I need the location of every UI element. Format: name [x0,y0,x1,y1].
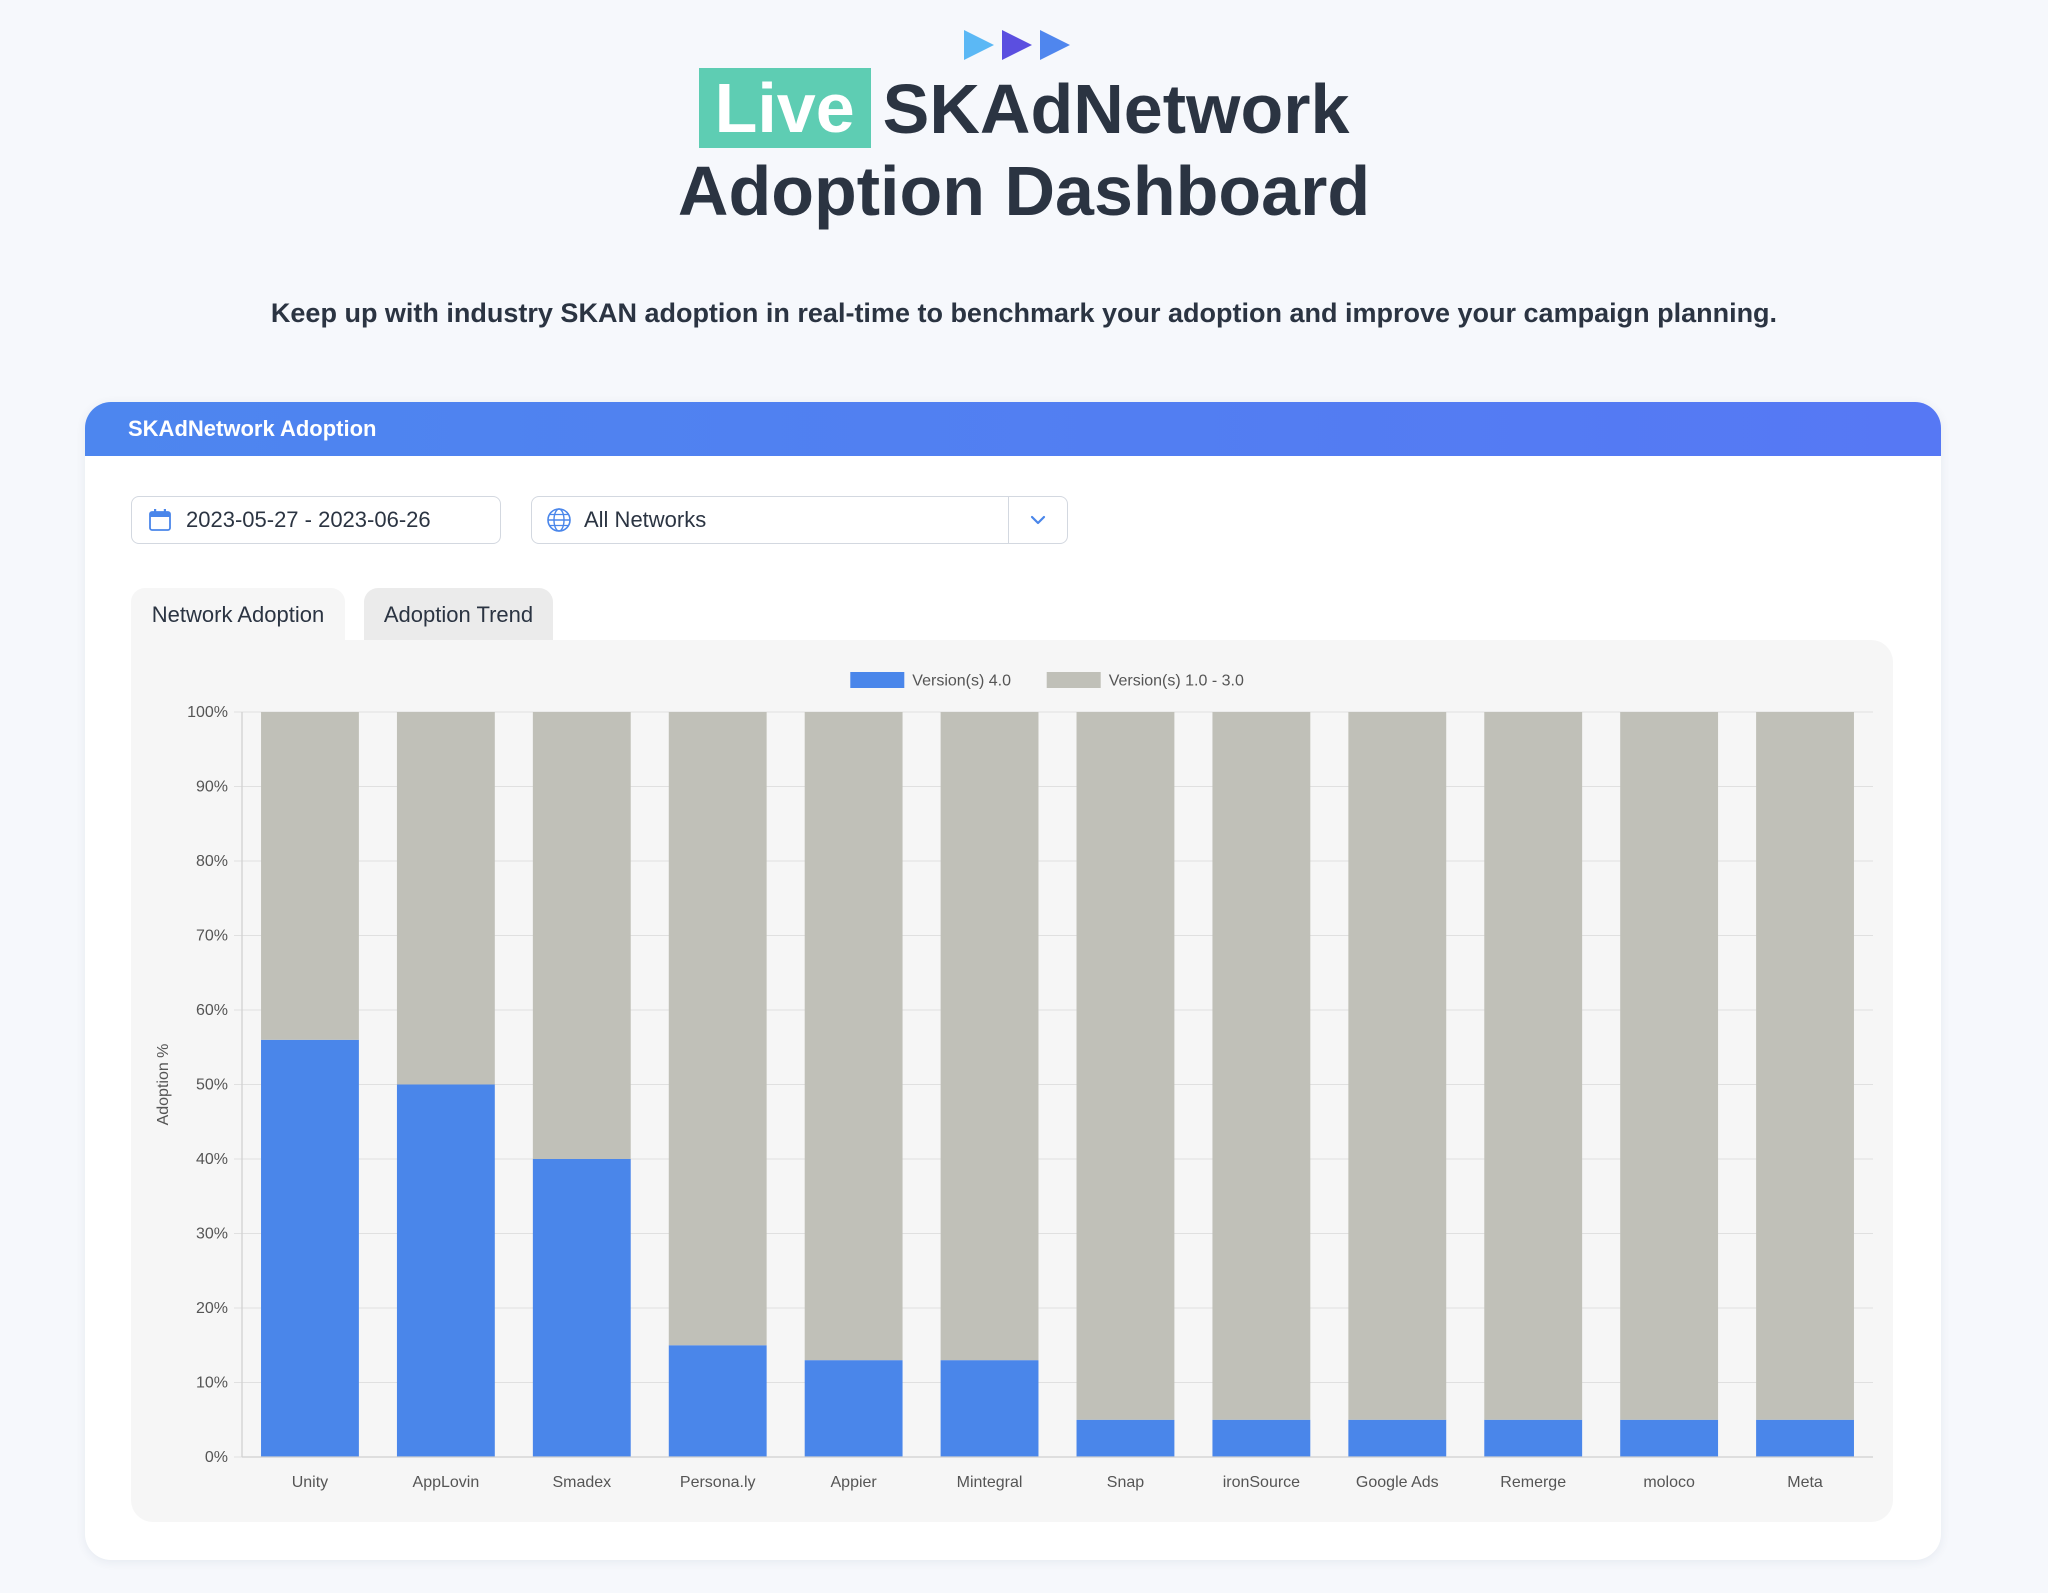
bar-meta-series-2[interactable] [1756,712,1854,1420]
y-tick-label: 30% [196,1226,228,1243]
bar-google-ads-series-1[interactable] [1348,1419,1447,1457]
x-tick-label: Appier [831,1474,878,1491]
y-tick-label: 10% [196,1375,228,1392]
bar-remerge-series-2[interactable] [1484,712,1583,1420]
calendar-icon [149,509,171,531]
page-subtitle: Keep up with industry SKAN adoption in r… [270,298,1778,328]
y-tick-label: 50% [196,1077,228,1094]
y-tick-label: 90% [196,779,228,796]
tab-adoption-trend[interactable]: Adoption Trend [364,588,553,642]
bar-appier-series-2[interactable] [804,712,903,1361]
legend-label[interactable]: Version(s) 1.0 - 3.0 [1109,673,1244,690]
bar-persona-ly-series-1[interactable] [668,1345,767,1457]
legend-label[interactable]: Version(s) 4.0 [912,673,1011,690]
x-tick-label: Snap [1107,1474,1144,1491]
legend-swatch[interactable] [850,672,905,688]
bar-remerge-series-1[interactable] [1484,1419,1583,1457]
bar-applovin-series-2[interactable] [396,712,495,1085]
x-tick-label: Meta [1787,1474,1823,1491]
bar-google-ads-series-2[interactable] [1348,712,1447,1420]
bar-persona-ly-series-2[interactable] [668,712,767,1346]
play-arrows-icon [964,30,1070,60]
x-tick-label: Persona.ly [680,1474,756,1491]
live-badge: Live [698,68,871,148]
network-select[interactable]: All Networks [531,496,1068,544]
y-axis-title: Adoption % [155,1044,172,1126]
y-tick-label: 80% [196,853,228,870]
y-tick-label: 100% [187,704,228,721]
x-tick-label: Mintegral [957,1474,1023,1491]
adoption-card: SKAdNetwork Adoption 2023-05-27 - 2023-0… [85,402,1941,1560]
tab-network-adoption[interactable]: Network Adoption [131,588,345,642]
date-range-value: 2023-05-27 - 2023-06-26 [186,507,431,532]
bar-meta-series-1[interactable] [1756,1419,1854,1457]
adoption-chart: 0% 10% 20% 30% 40% 50% 60% 70% 80% 90% 100% Adoptio… [155,672,1873,1491]
bar-ironsource-series-1[interactable] [1212,1419,1311,1457]
card-header-title: SKAdNetwork Adoption [85,402,1941,456]
date-range-picker[interactable]: 2023-05-27 - 2023-06-26 [131,496,501,544]
bar-snap-series-2[interactable] [1076,712,1175,1420]
bar-mintegral-series-2[interactable] [940,712,1039,1361]
y-tick-label: 20% [196,1300,228,1317]
bar-applovin-series-1[interactable] [396,1084,495,1458]
bar-unity-series-1[interactable] [261,1039,359,1457]
y-tick-label: 70% [196,928,228,945]
y-tick-label: 0% [205,1449,228,1466]
chart-panel: 0% 10% 20% 30% 40% 50% 60% 70% 80% 90% 100% Adoptio… [131,640,1893,1522]
bar-moloco-series-2[interactable] [1620,712,1719,1420]
bar-unity-series-2[interactable] [261,712,359,1040]
x-tick-label: moloco [1643,1474,1695,1491]
globe-icon [547,508,571,532]
bar-smadex-series-1[interactable] [532,1159,631,1457]
bar-ironsource-series-2[interactable] [1212,712,1311,1420]
page-title: Live SKAdNetwork [0,68,2048,150]
x-tick-label: Unity [292,1474,328,1491]
bar-smadex-series-2[interactable] [532,712,631,1159]
page-title-main: SKAdNetwork [882,70,1350,148]
y-tick-label: 60% [196,1002,228,1019]
bar-mintegral-series-1[interactable] [940,1360,1039,1457]
bar-moloco-series-1[interactable] [1620,1419,1719,1457]
bar-appier-series-1[interactable] [804,1360,903,1457]
x-tick-label: AppLovin [413,1474,480,1491]
x-tick-label: ironSource [1223,1474,1300,1491]
page-title-second-line: Adoption Dashboard [677,152,1371,230]
y-tick-label: 40% [196,1151,228,1168]
network-select-value: All Networks [584,507,707,532]
x-tick-label: Smadex [552,1474,611,1491]
x-tick-label: Remerge [1500,1474,1566,1491]
bar-snap-series-1[interactable] [1076,1419,1175,1457]
chevron-down-icon[interactable] [1008,497,1067,543]
x-tick-label: Google Ads [1356,1474,1439,1491]
legend-swatch[interactable] [1046,672,1101,688]
